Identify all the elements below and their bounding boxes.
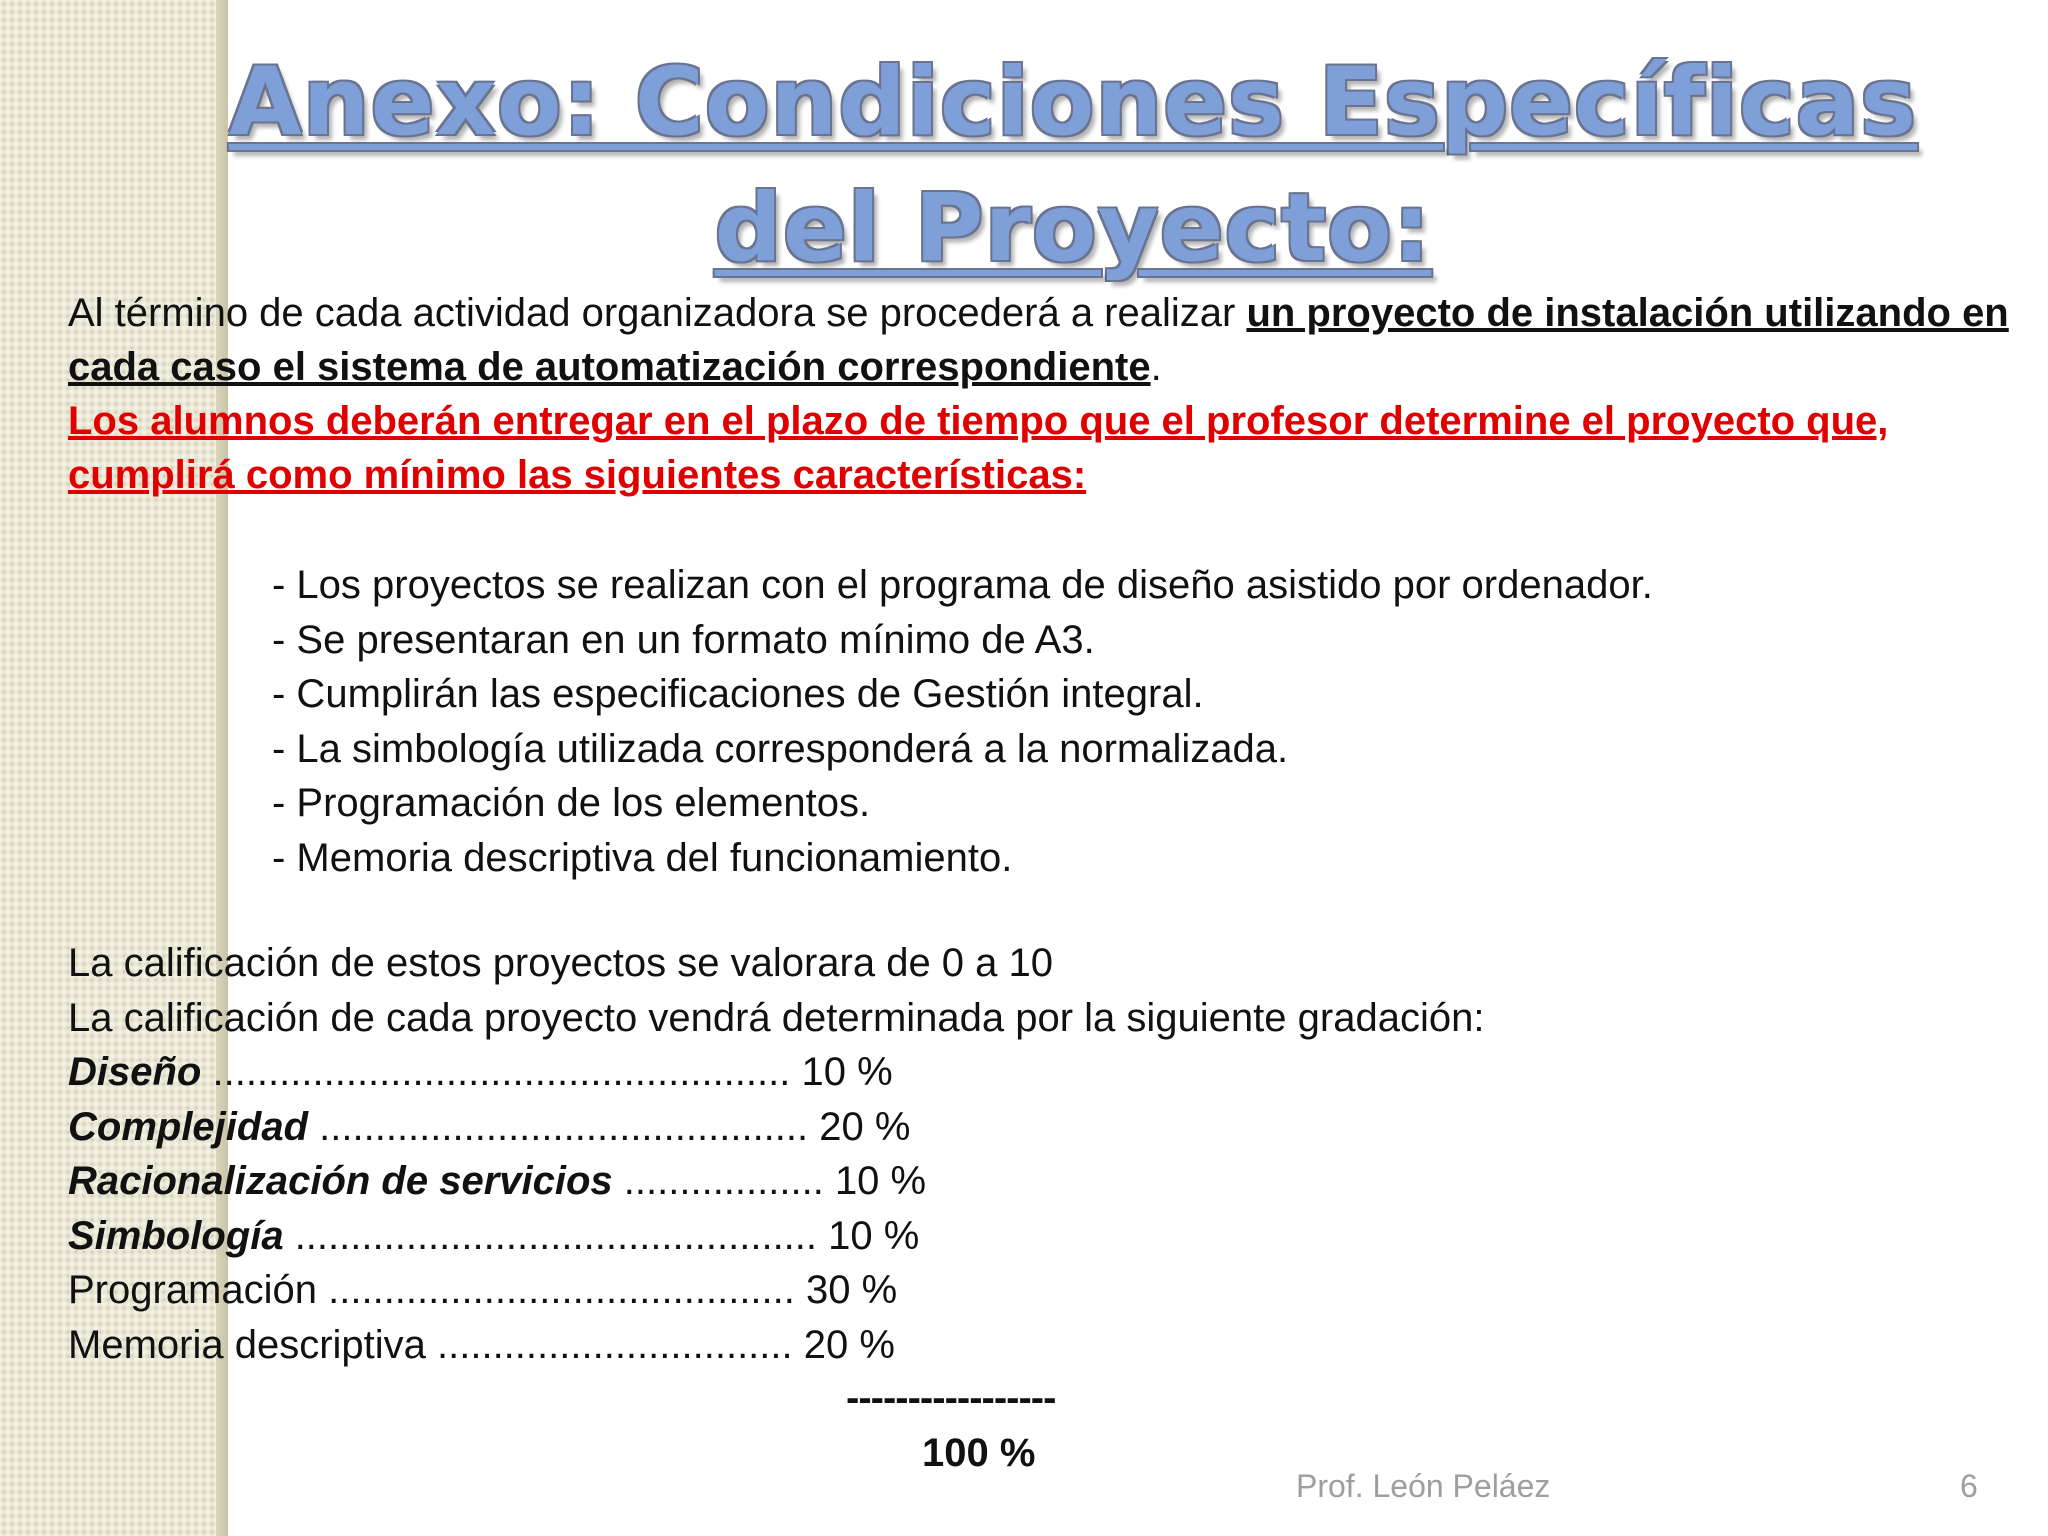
grading-leader: ........................................…	[201, 1050, 802, 1094]
grading-item: Programación ...........................…	[68, 1263, 926, 1318]
grading-value: 20 %	[819, 1104, 911, 1149]
grading-label: Complejidad	[68, 1104, 309, 1149]
grading-scale-line: La calificación de estos proyectos se va…	[68, 941, 1054, 985]
grading-value: 10 %	[834, 1159, 927, 1203]
grading-list: Diseño .................................…	[68, 1045, 926, 1372]
intro-emphasis: un proyecto de instalación utilizando en…	[68, 291, 2009, 389]
side-band-edge	[216, 0, 228, 1536]
characteristic-item: - Los proyectos se realizan con el progr…	[272, 563, 1653, 607]
page-number: 6	[1960, 1468, 1978, 1504]
grading-value: 30 %	[806, 1268, 898, 1312]
characteristic-item: - La simbología utilizada corresponderá …	[272, 726, 1289, 771]
slide-title: Anexo: Condiciones Específicas del Proye…	[228, 48, 1918, 283]
grading-label: Programación	[68, 1268, 318, 1312]
grading-value: 10 %	[801, 1050, 893, 1094]
grading-leader: ..................	[612, 1159, 835, 1203]
grading-leader: ........................................…	[317, 1268, 806, 1312]
total-separator: -----------------	[846, 1376, 1056, 1420]
grading-leader: ........................................…	[283, 1213, 829, 1258]
requirement-statement: Los alumnos deberán entregar en el plazo…	[68, 399, 1889, 497]
characteristic-item: - Se presentaran en un formato mínimo de…	[272, 617, 1095, 662]
grading-breakdown-line: La calificación de cada proyecto vendrá …	[68, 995, 1485, 1040]
grading-item: Complejidad ............................…	[68, 1100, 926, 1155]
grading-item: Simbología .............................…	[68, 1209, 926, 1264]
intro-end: .	[1150, 345, 1162, 389]
intro-paragraph: Al término de cada actividad organizador…	[68, 286, 2028, 394]
grading-label: Racionalización de servicios	[68, 1159, 613, 1203]
grading-item: Diseño .................................…	[68, 1045, 926, 1100]
grading-total: 100 %	[922, 1431, 1036, 1475]
characteristic-item: - Memoria descriptiva del funcionamiento…	[272, 835, 1013, 880]
grading-item: Memoria descriptiva ....................…	[68, 1318, 926, 1373]
grading-leader: ........................................…	[308, 1104, 820, 1149]
grading-label: Memoria descriptiva	[68, 1322, 426, 1367]
grading-item: Racionalización de servicios ...........…	[68, 1154, 926, 1209]
characteristic-item: - Programación de los elementos.	[272, 781, 871, 825]
grading-leader: ................................	[425, 1322, 804, 1367]
grading-value: 20 %	[803, 1322, 895, 1367]
grading-value: 10 %	[828, 1213, 920, 1258]
grading-label: Simbología	[68, 1213, 284, 1258]
characteristics-list: - Los proyectos se realizan con el progr…	[272, 558, 1653, 885]
footer-author: Prof. León Peláez	[1296, 1468, 1551, 1504]
grading-intro: La calificación de estos proyectos se va…	[68, 936, 1484, 1045]
textured-side-band	[0, 0, 228, 1536]
intro-text: Al término de cada actividad organizador…	[68, 291, 1247, 335]
grading-label: Diseño	[68, 1050, 202, 1094]
characteristic-item: - Cumplirán las especificaciones de Gest…	[272, 672, 1204, 716]
